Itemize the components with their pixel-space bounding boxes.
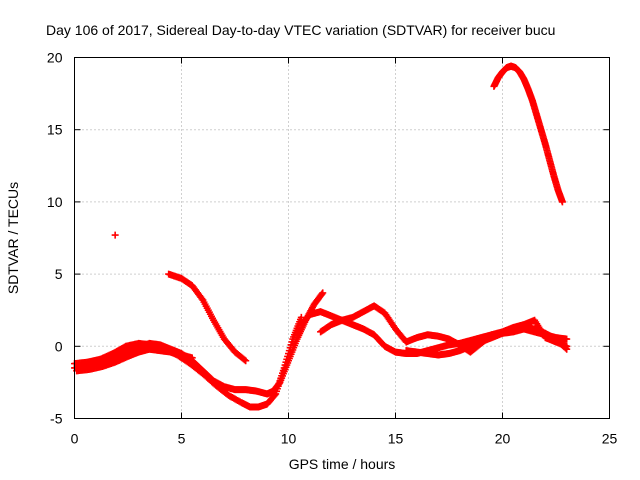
x-tick-label: 25 [602, 431, 618, 447]
series-trace-c [73, 345, 196, 375]
plot-area [74, 57, 610, 419]
y-tick-label: -5 [50, 411, 63, 427]
chart-title: Day 106 of 2017, Sidereal Day-to-day VTE… [46, 22, 555, 38]
series-trace-d [165, 270, 250, 365]
data-point [188, 354, 196, 362]
y-axis-label: SDTVAR / TECUs [5, 182, 21, 294]
data-point [562, 344, 570, 352]
series-trace-h [490, 62, 566, 206]
grid-lines [74, 57, 610, 419]
y-tick-label: 15 [47, 122, 63, 138]
data-point [563, 335, 571, 343]
data-point [318, 290, 326, 298]
x-tick-label: 20 [495, 431, 511, 447]
y-tick-label: 5 [55, 266, 63, 282]
x-tick-labels: 0 5 10 15 20 25 [71, 431, 618, 447]
series-trace-a [71, 289, 327, 398]
series-outlier [111, 231, 119, 239]
data-points [71, 62, 571, 411]
data-point [319, 289, 327, 297]
y-tick-label: 0 [55, 338, 63, 354]
y-tick-label: 10 [47, 194, 63, 210]
x-tick-label: 15 [388, 431, 404, 447]
data-point [111, 231, 119, 239]
series-trace-g [402, 324, 571, 359]
x-axis-label: GPS time / hours [289, 456, 396, 472]
data-point [241, 356, 249, 364]
data-point [271, 391, 279, 399]
data-point [563, 345, 571, 353]
x-tick-label: 10 [281, 431, 297, 447]
data-point [558, 198, 566, 206]
axis-ticks [74, 57, 610, 419]
y-tick-label: 20 [47, 50, 63, 66]
data-point [297, 313, 305, 321]
data-point [242, 357, 250, 365]
x-tick-label: 5 [178, 431, 186, 447]
x-tick-label: 0 [71, 431, 79, 447]
y-tick-labels: -5 0 5 10 15 20 [47, 50, 63, 427]
